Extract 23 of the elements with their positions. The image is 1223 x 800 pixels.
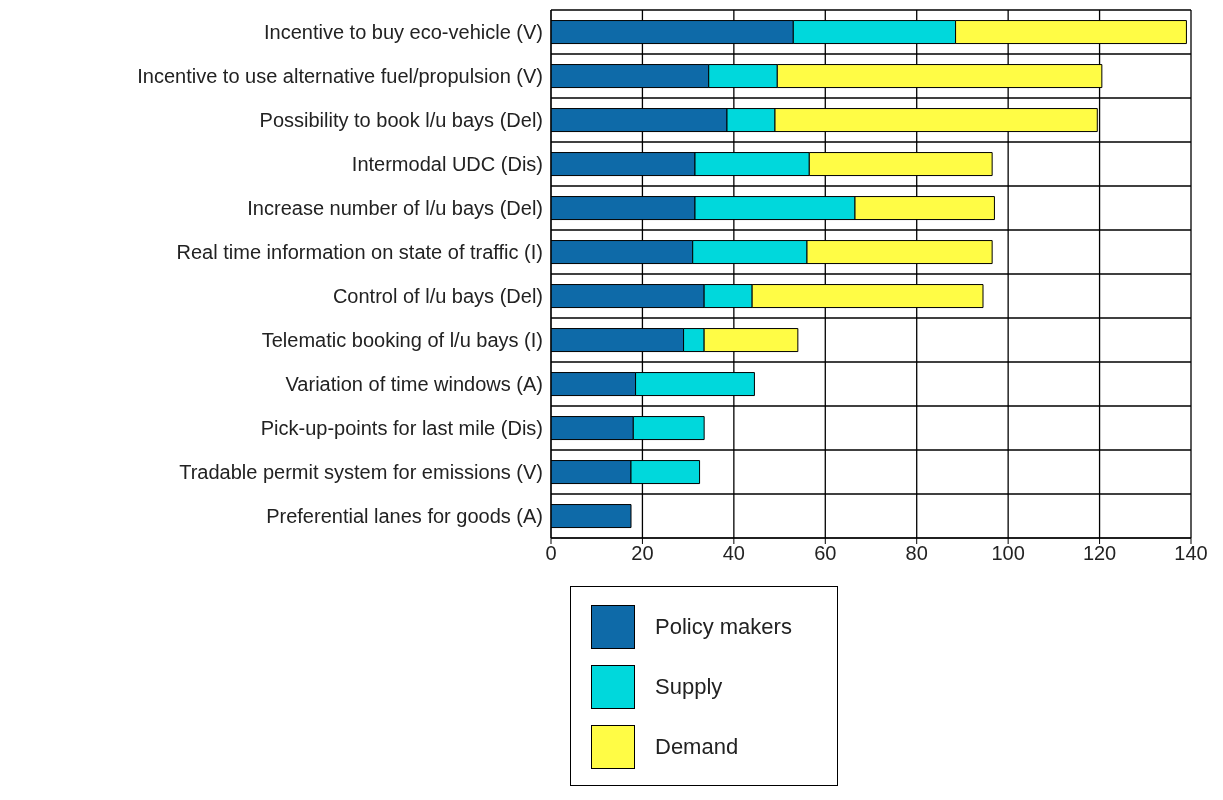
legend-label: Policy makers <box>655 614 792 640</box>
x-tick-label: 140 <box>1174 542 1208 565</box>
y-tick-label: Incentive to use alternative fuel/propulsion (V) <box>137 65 543 88</box>
x-tick-label: 0 <box>545 542 557 565</box>
y-tick-label: Variation of time windows (A) <box>285 373 543 396</box>
y-tick-label: Pick-up-points for last mile (Dis) <box>260 417 543 440</box>
legend-label: Supply <box>655 674 723 700</box>
legend-label: Demand <box>655 734 739 760</box>
y-tick-label: Incentive to buy eco-vehicle (V) <box>263 21 543 44</box>
y-tick-label: Possibility to book l/u bays (Del) <box>259 109 543 132</box>
y-tick-label: Intermodal UDC (Dis) <box>351 153 543 176</box>
y-tick-label: Control of l/u bays (Del) <box>332 285 543 308</box>
y-tick-label: Increase number of l/u bays (Del) <box>247 197 543 220</box>
x-tick-label: 60 <box>814 542 837 565</box>
x-tick-label: 80 <box>905 542 928 565</box>
y-tick-label: Real time information on state of traffic (I) <box>176 241 543 264</box>
y-tick-label: Preferential lanes for goods (A) <box>266 505 543 528</box>
x-tick-label: 120 <box>1082 542 1117 565</box>
x-tick-label: 20 <box>631 542 654 565</box>
x-tick-label: 40 <box>722 542 745 565</box>
x-tick-label: 100 <box>991 542 1025 565</box>
y-tick-label: Tradable permit system for emissions (V) <box>179 461 543 484</box>
y-tick-label: Telematic booking of l/u bays (I) <box>261 329 543 352</box>
